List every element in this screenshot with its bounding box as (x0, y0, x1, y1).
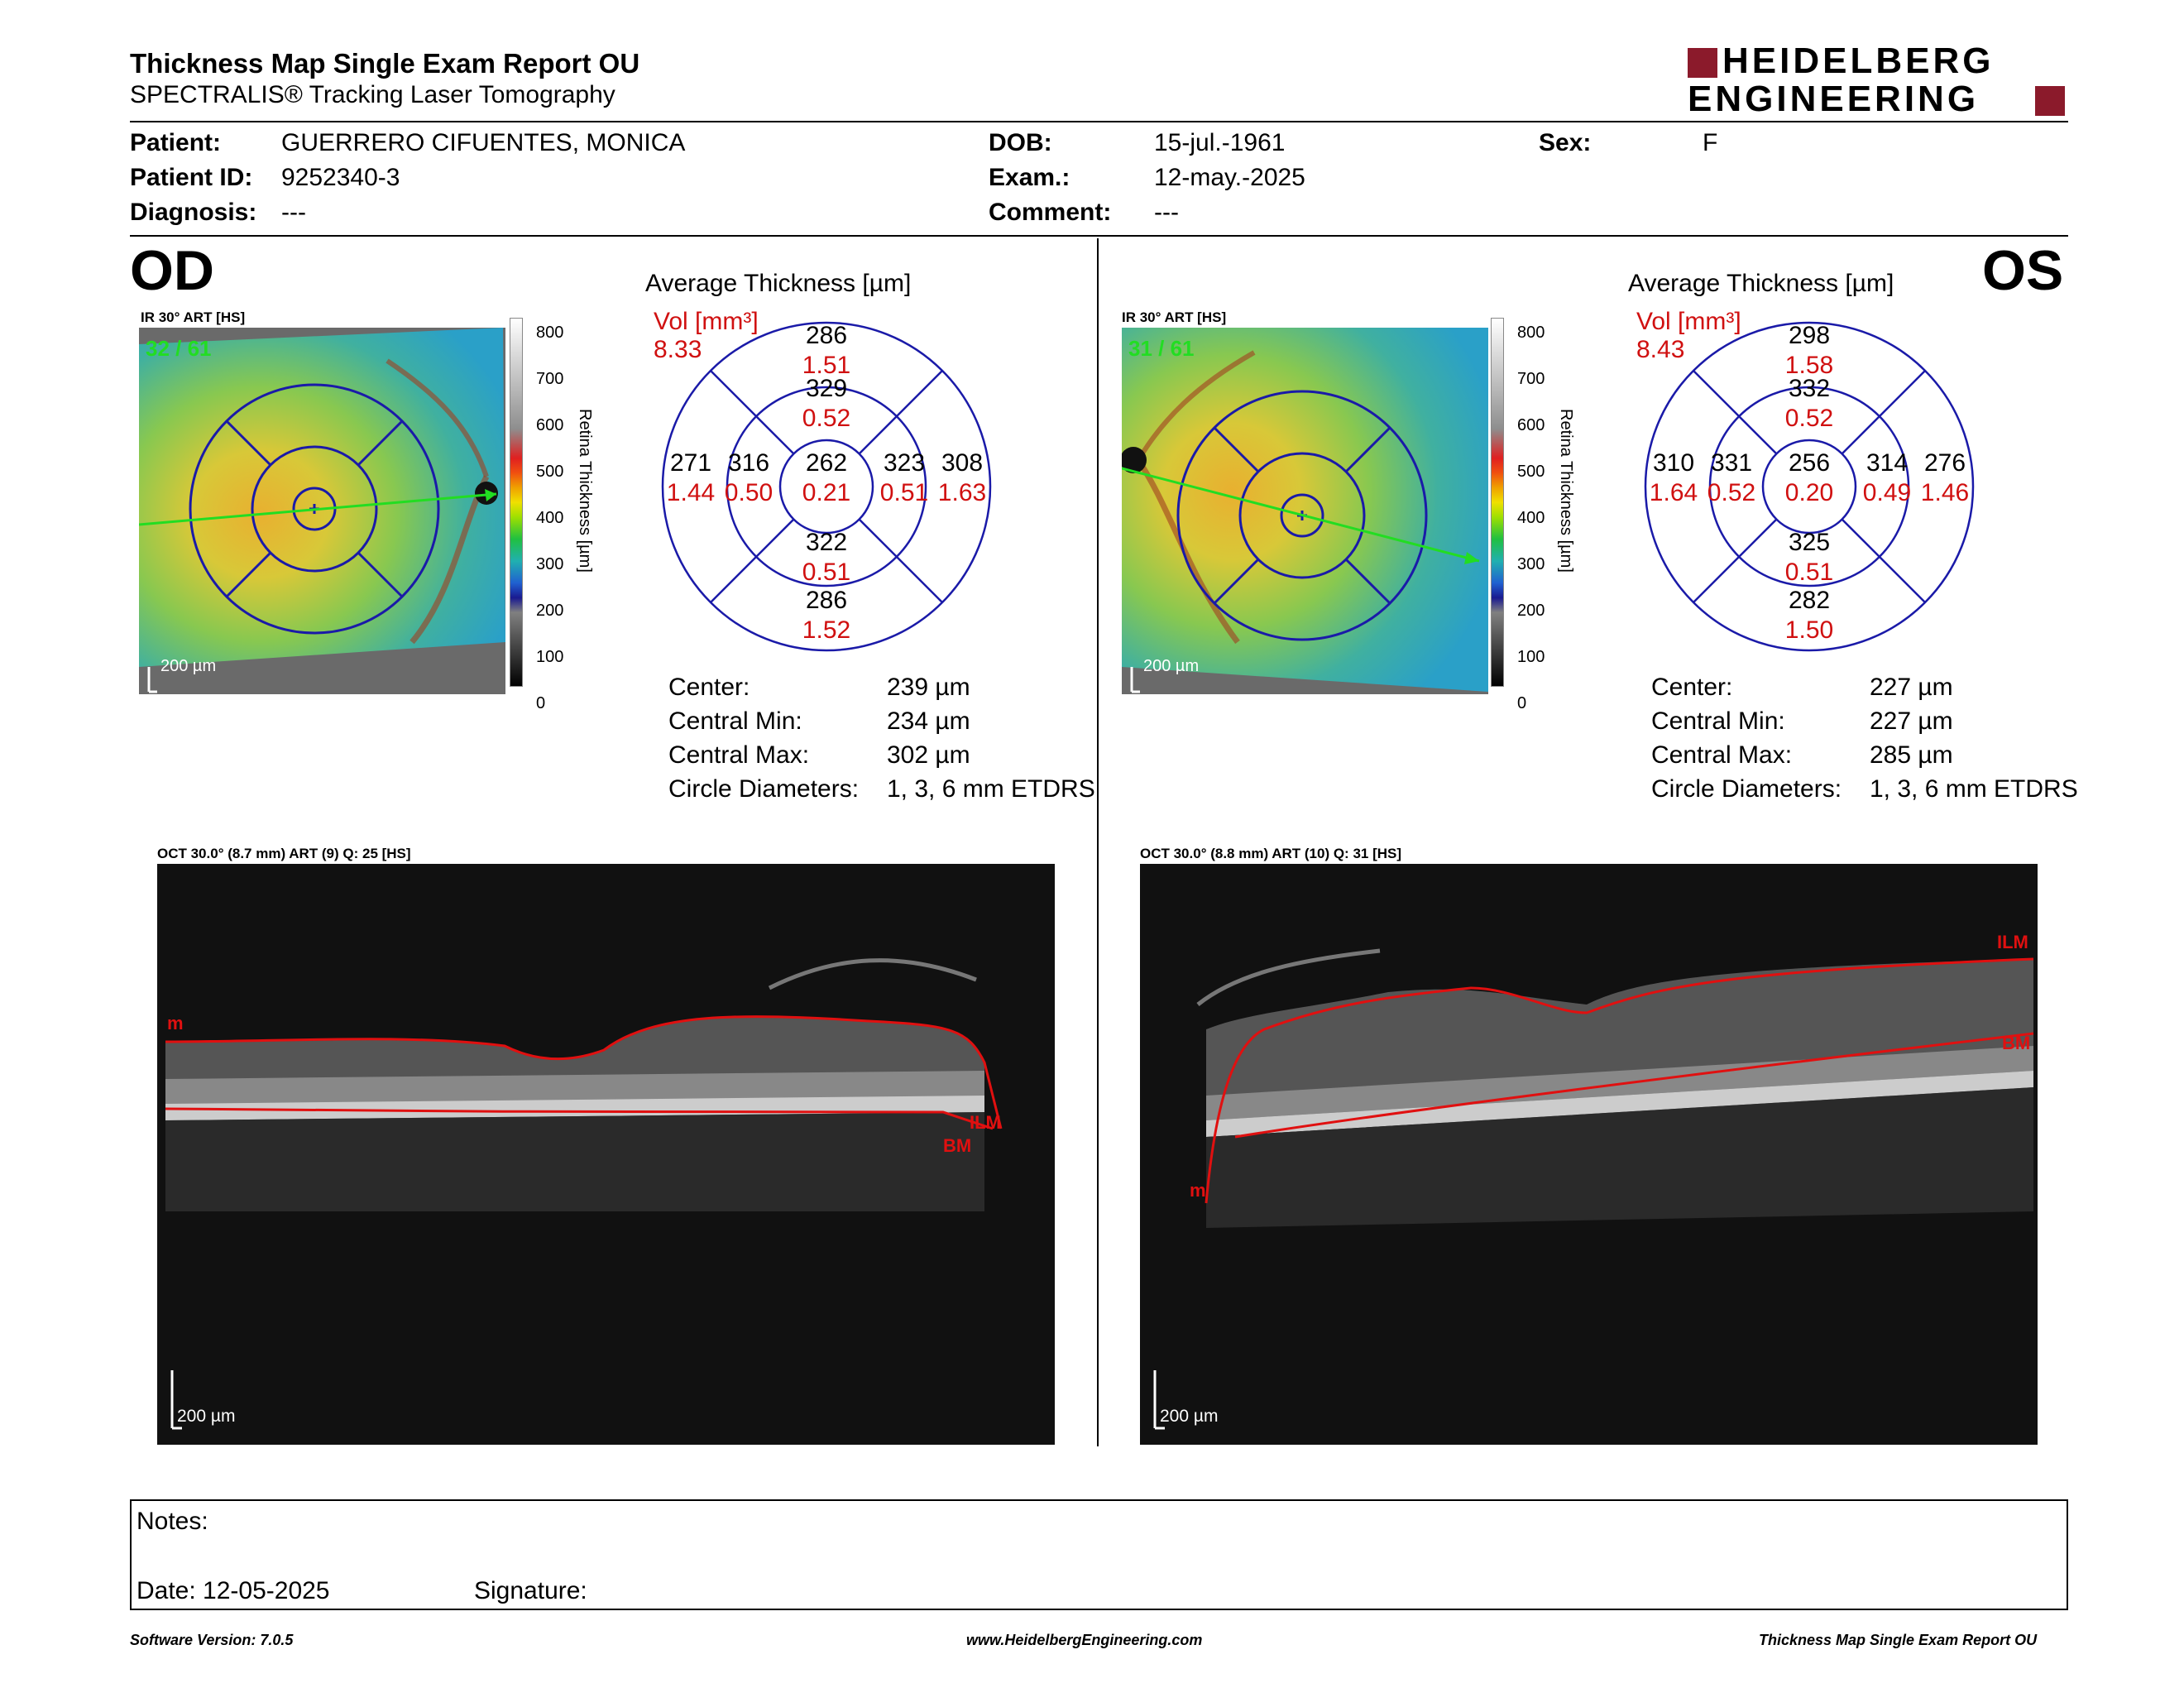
footer-website[interactable]: www.HeidelbergEngineering.com (966, 1632, 1203, 1648)
os-colorbar-ticks: 800 700 600 500 400 300 200 100 0 (1517, 324, 1545, 712)
od-center: 262 0.21 (802, 449, 851, 506)
od-etdrs-grid: 286 1.51 329 0.52 271 1.44 316 0.50 262 0.21 … (661, 321, 992, 652)
patient-name: GUERRERO CIFUENTES, MONICA (281, 129, 686, 156)
notes-box[interactable]: Notes: Date: 12-05-2025 Signature: (130, 1499, 2068, 1610)
os-stats-values: 227 µm 227 µm 285 µm 1, 3, 6 mm ETDRS (1870, 674, 2078, 803)
os-bm-label: BM (2002, 1033, 2031, 1053)
od-ir-label: IR 30° ART [HS] (141, 309, 246, 325)
os-thickness-map: 31 / 61 200 µm (1120, 328, 1488, 694)
os-eye-label: OS (1982, 239, 2064, 302)
od-outer-superior: 286 1.51 (802, 322, 851, 379)
od-colorbar-ticks: 800 700 600 500 400 300 200 100 0 (536, 324, 564, 712)
os-m-label: m (1190, 1180, 1206, 1201)
od-stats-values: 239 µm 234 µm 302 µm 1, 3, 6 mm ETDRS (887, 674, 1095, 803)
od-avg-title: Average Thickness [µm] (645, 270, 912, 297)
os-outer-superior: 298 1.58 (1784, 322, 1834, 379)
os-inner-inferior: 325 0.51 (1784, 529, 1834, 586)
dob-value: 15-jul.-1961 (1154, 129, 1286, 156)
diagnosis-value: --- (281, 199, 306, 226)
comment-label: Comment: (989, 199, 1112, 226)
od-frame-count: 32 / 61 (146, 336, 212, 361)
od-oct-scan: m ILM BM 200 µm (157, 864, 1055, 1445)
patient-id: 9252340-3 (281, 164, 400, 191)
od-outer-inferior: 286 1.52 (802, 587, 851, 644)
os-vol-label: Vol [mm³] (1636, 308, 1741, 335)
od-oct-label: OCT 30.0° (8.7 mm) ART (9) Q: 25 [HS] (157, 846, 411, 861)
signature-label: Signature: (474, 1577, 587, 1604)
os-frame-count: 31 / 61 (1128, 336, 1195, 361)
os-map-scale: 200 µm (1143, 657, 1200, 675)
os-etdrs-grid: 298 1.58 332 0.52 310 1.64 331 0.52 256 0.20 … (1644, 321, 1975, 652)
os-ir-label: IR 30° ART [HS] (1122, 309, 1227, 325)
od-thickness-map: 32 / 61 200 µm (138, 328, 505, 694)
od-m-label: m (167, 1013, 184, 1033)
od-oct-scale: 200 µm (177, 1407, 236, 1426)
os-outer-temporal: 310 1.64 (1649, 449, 1698, 506)
exam-value: 12-may.-2025 (1154, 164, 1305, 191)
od-inner-inferior: 322 0.51 (802, 529, 851, 586)
os-center: 256 0.20 (1784, 449, 1834, 506)
dob-label: DOB: (989, 129, 1052, 156)
patient-divider (130, 235, 2068, 237)
report-title: Thickness Map Single Exam Report OU (130, 48, 640, 79)
od-inner-nasal: 323 0.51 (879, 449, 929, 506)
patient-label: Patient: (130, 129, 222, 156)
os-outer-inferior: 282 1.50 (1784, 587, 1834, 644)
sex-value: F (1703, 129, 1718, 156)
date-label: Date: 12-05-2025 (136, 1577, 330, 1604)
comment-value: --- (1154, 199, 1179, 226)
os-colorbar-title: Retina Thickness [µm] (1557, 409, 1575, 573)
od-map-scale: 200 µm (160, 657, 217, 675)
od-colorbar: 800 700 600 500 400 300 200 100 0 Retina Thickne… (510, 318, 601, 712)
od-vol-label: Vol [mm³] (654, 308, 759, 335)
os-vol-value: 8.43 (1636, 336, 1685, 363)
os-stats-labels: Center: Central Min: Central Max: Circle Di… (1651, 674, 1842, 803)
header-divider (130, 121, 2068, 122)
od-outer-nasal: 308 1.63 (937, 449, 987, 506)
od-outer-temporal: 271 1.44 (666, 449, 716, 506)
logo-line1: HEIDELBERG (1722, 41, 1995, 81)
od-colorbar-title: Retina Thickness [µm] (576, 409, 594, 573)
os-oct-scan: m ILM BM 200 µm (1140, 864, 2038, 1445)
sex-label: Sex: (1539, 129, 1592, 156)
os-avg-title: Average Thickness [µm] (1628, 270, 1894, 297)
patient-id-label: Patient ID: (130, 164, 253, 191)
exam-label: Exam.: (989, 164, 1070, 191)
eye-divider (1097, 238, 1099, 1446)
heidelberg-logo: HEIDELBERG ENGINEERING (1688, 41, 2068, 119)
od-inner-temporal: 316 0.50 (724, 449, 774, 506)
os-ilm-label: ILM (1997, 932, 2028, 952)
footer-report-name: Thickness Map Single Exam Report OU (1759, 1632, 2038, 1648)
od-inner-superior: 329 0.52 (802, 375, 851, 432)
os-colorbar: 800 700 600 500 400 300 200 100 0 Retina Thickne… (1491, 318, 1582, 712)
od-stats-labels: Center: Central Min: Central Max: Circle Di… (668, 674, 860, 803)
footer-software-version: Software Version: 7.0.5 (130, 1632, 294, 1648)
od-ilm-label: ILM (970, 1112, 1001, 1133)
od-eye-label: OD (130, 239, 214, 302)
od-vol-value: 8.33 (654, 336, 702, 363)
os-inner-temporal: 331 0.52 (1707, 449, 1756, 506)
report-subtitle: SPECTRALIS® Tracking Laser Tomography (130, 81, 615, 108)
os-oct-scale: 200 µm (1160, 1407, 1219, 1426)
notes-label: Notes: (136, 1508, 208, 1535)
os-inner-superior: 332 0.52 (1784, 375, 1834, 432)
os-outer-nasal: 276 1.46 (1920, 449, 1970, 506)
logo-line2: ENGINEERING (1688, 79, 1980, 119)
od-bm-label: BM (943, 1135, 972, 1156)
os-inner-nasal: 314 0.49 (1862, 449, 1912, 506)
diagnosis-label: Diagnosis: (130, 199, 257, 226)
os-oct-label: OCT 30.0° (8.8 mm) ART (10) Q: 31 [HS] (1140, 846, 1402, 861)
